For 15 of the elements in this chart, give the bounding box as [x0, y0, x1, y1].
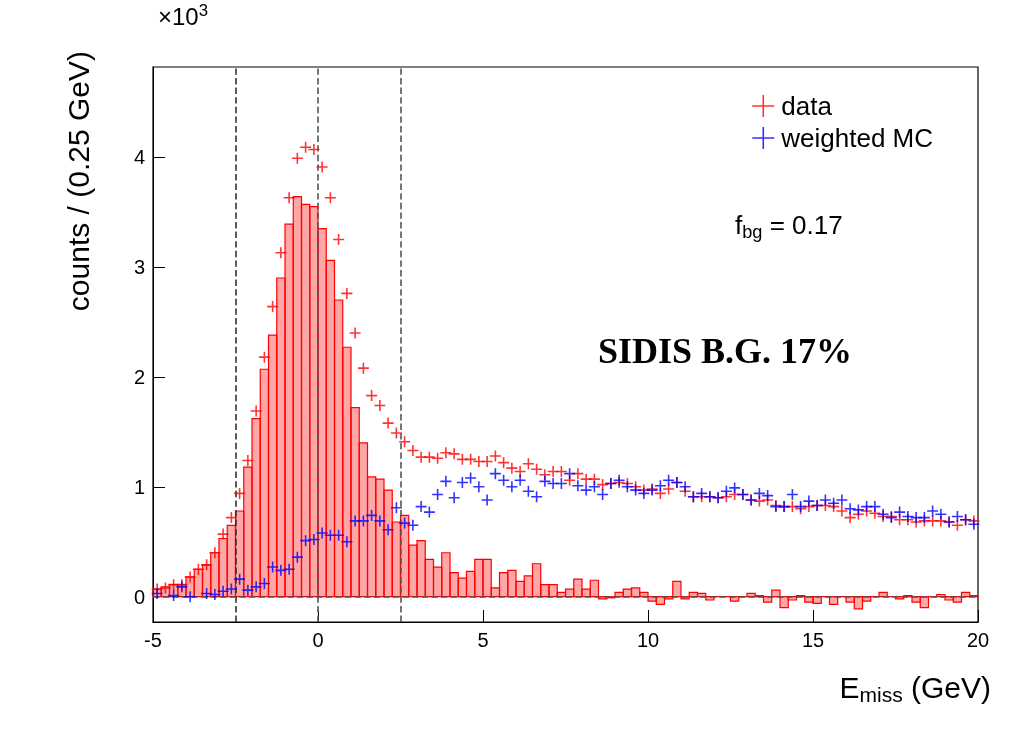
- legend-label: data: [781, 91, 833, 121]
- y-tick-label: 0: [133, 585, 145, 608]
- y-tick-label: 4: [133, 146, 145, 169]
- y-tick-label: 2: [133, 365, 145, 388]
- y-axis-title: counts / (0.25 GeV): [61, 51, 95, 312]
- x-tick-label: -5: [144, 629, 162, 651]
- x-tick-label: 5: [477, 629, 489, 651]
- x-tick-label: 15: [801, 629, 825, 651]
- x-tick-label: 0: [312, 629, 324, 651]
- y-tick-label: 1: [133, 475, 145, 498]
- annotation: SIDIS B.G. 17%: [598, 331, 853, 371]
- y-tick-label: 3: [133, 256, 145, 279]
- legend-label: weighted MC: [780, 123, 933, 153]
- x-tick-label: 10: [636, 629, 660, 651]
- x-tick-label: 20: [966, 629, 990, 651]
